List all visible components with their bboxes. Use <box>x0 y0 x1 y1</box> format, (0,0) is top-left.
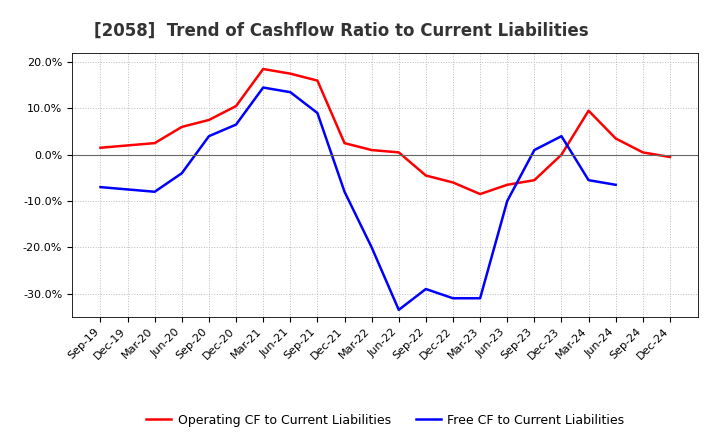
Operating CF to Current Liabilities <box>150 140 159 146</box>
Free CF to Current Liabilities <box>584 177 593 183</box>
Operating CF to Current Liabilities <box>178 124 186 129</box>
Operating CF to Current Liabilities <box>639 150 647 155</box>
Operating CF to Current Liabilities <box>584 108 593 114</box>
Operating CF to Current Liabilities <box>503 182 511 187</box>
Free CF to Current Liabilities <box>476 296 485 301</box>
Operating CF to Current Liabilities <box>259 66 268 72</box>
Operating CF to Current Liabilities <box>286 71 294 76</box>
Free CF to Current Liabilities <box>395 307 403 312</box>
Operating CF to Current Liabilities <box>395 150 403 155</box>
Free CF to Current Liabilities <box>150 189 159 194</box>
Operating CF to Current Liabilities <box>557 152 566 158</box>
Operating CF to Current Liabilities <box>665 154 674 160</box>
Operating CF to Current Liabilities <box>96 145 105 150</box>
Free CF to Current Liabilities <box>367 245 376 250</box>
Text: [2058]  Trend of Cashflow Ratio to Current Liabilities: [2058] Trend of Cashflow Ratio to Curren… <box>94 22 588 40</box>
Operating CF to Current Liabilities <box>313 78 322 83</box>
Free CF to Current Liabilities <box>611 182 620 187</box>
Operating CF to Current Liabilities <box>341 140 349 146</box>
Operating CF to Current Liabilities <box>123 143 132 148</box>
Free CF to Current Liabilities <box>449 296 457 301</box>
Free CF to Current Liabilities <box>557 133 566 139</box>
Operating CF to Current Liabilities <box>476 191 485 197</box>
Free CF to Current Liabilities <box>286 89 294 95</box>
Free CF to Current Liabilities <box>313 110 322 116</box>
Free CF to Current Liabilities <box>96 184 105 190</box>
Operating CF to Current Liabilities <box>367 147 376 153</box>
Free CF to Current Liabilities <box>204 133 213 139</box>
Free CF to Current Liabilities <box>232 122 240 127</box>
Free CF to Current Liabilities <box>123 187 132 192</box>
Operating CF to Current Liabilities <box>232 103 240 109</box>
Free CF to Current Liabilities <box>503 198 511 204</box>
Operating CF to Current Liabilities <box>449 180 457 185</box>
Operating CF to Current Liabilities <box>530 177 539 183</box>
Operating CF to Current Liabilities <box>204 117 213 123</box>
Operating CF to Current Liabilities <box>421 173 430 178</box>
Free CF to Current Liabilities <box>178 171 186 176</box>
Line: Operating CF to Current Liabilities: Operating CF to Current Liabilities <box>101 69 670 194</box>
Free CF to Current Liabilities <box>259 85 268 90</box>
Free CF to Current Liabilities <box>530 147 539 153</box>
Legend: Operating CF to Current Liabilities, Free CF to Current Liabilities: Operating CF to Current Liabilities, Fre… <box>140 407 630 433</box>
Free CF to Current Liabilities <box>421 286 430 292</box>
Operating CF to Current Liabilities <box>611 136 620 141</box>
Free CF to Current Liabilities <box>341 189 349 194</box>
Line: Free CF to Current Liabilities: Free CF to Current Liabilities <box>101 88 616 310</box>
